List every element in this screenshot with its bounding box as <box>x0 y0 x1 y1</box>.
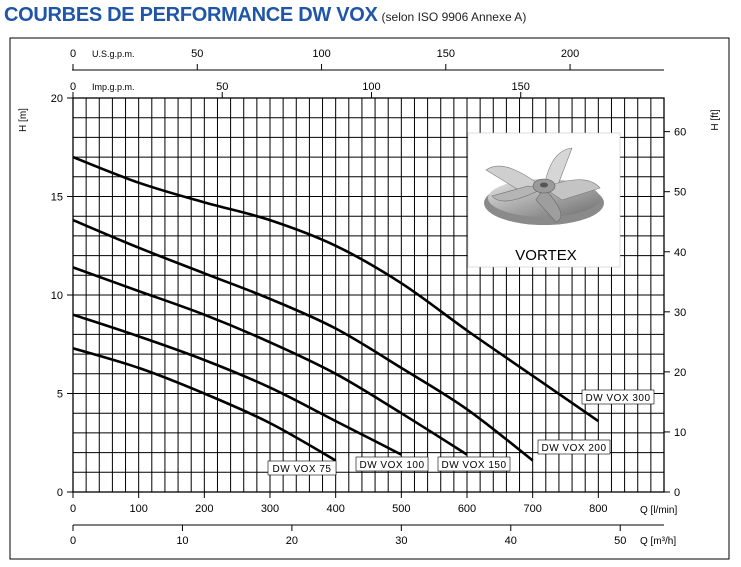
x-lpm-tick-label: 600 <box>458 503 476 515</box>
series-line-2 <box>72 266 468 456</box>
x-usgpm-tick-label: 50 <box>191 48 203 60</box>
x-lpm-tick-label: 200 <box>195 503 213 515</box>
x-m3h-tick-label: 20 <box>286 535 298 547</box>
y-left-tick-label: 0 <box>57 487 63 499</box>
x-usgpm-tick-label: 100 <box>312 48 330 60</box>
series-label-vox200: DW VOX 200 <box>541 443 606 454</box>
vortex-label: VORTEX <box>515 247 576 264</box>
series-label-vox100: DW VOX 100 <box>359 460 424 471</box>
series-label-vox75: DW VOX 75 <box>273 464 332 475</box>
x-lpm-tick-label: 400 <box>326 503 344 515</box>
label-box-vox150 <box>437 456 511 472</box>
x-m3h-tick-label: 10 <box>176 535 188 547</box>
x-lpm-tick-label: 500 <box>392 503 410 515</box>
x-impgpm-tick-label: 150 <box>512 81 530 93</box>
x-impgpm-tick-label: 0 <box>70 81 76 93</box>
x-lpm-tick-label: 300 <box>261 503 279 515</box>
y-left-tick-label: 15 <box>51 192 63 204</box>
x-impgpm-tick-label: 100 <box>362 81 380 93</box>
series-line-0 <box>72 346 337 462</box>
usgpm-axis-label: U.S.g.p.m. <box>92 49 135 59</box>
x-m3h-tick-label: 0 <box>70 535 76 547</box>
y-left-tick-label: 5 <box>57 389 63 401</box>
x-lpm-tick-label: 800 <box>589 503 607 515</box>
x-m3h-tick-label: 40 <box>505 535 517 547</box>
x-m3h-tick-label: 50 <box>614 535 626 547</box>
curve-labels: DW VOX 75 DW VOX 100 DW VOX 150 DW VOX 2… <box>267 389 655 476</box>
x-lpm-tick-label: 700 <box>523 503 541 515</box>
impgpm-axis-label: Imp.g.p.m. <box>92 82 135 92</box>
x-lpm-axis-label: Q [l/min] <box>640 505 677 516</box>
y-right-tick-label: 40 <box>674 247 686 259</box>
x-usgpm-tick-label: 200 <box>561 48 579 60</box>
label-box-vox300 <box>581 389 655 405</box>
y-left-tick-label: 10 <box>51 290 63 302</box>
y-right-axis-label: H [ft] <box>710 109 721 130</box>
chart-title-block: COURBES DE PERFORMANCE DW VOX (selon ISO … <box>4 4 526 27</box>
chart-subtitle: (selon ISO 9906 Annexe A) <box>381 10 527 24</box>
x-lpm-tick-label: 0 <box>70 503 76 515</box>
y-right-tick-label: 20 <box>674 367 686 379</box>
y-right-tick-label: 30 <box>674 307 686 319</box>
series-line-4 <box>72 155 600 423</box>
series-line-1 <box>72 313 402 456</box>
chart-title: COURBES DE PERFORMANCE DW VOX <box>4 4 378 26</box>
y-right-tick-label: 60 <box>674 127 686 139</box>
x-impgpm-tick-label: 50 <box>216 81 228 93</box>
label-box-vox75 <box>267 460 337 476</box>
top-flow-scales: U.S.g.p.m. Imp.g.p.m. 0 50 100 150 200 0 50 100… <box>70 48 664 99</box>
series-label-vox300: DW VOX 300 <box>585 393 650 404</box>
outer-frame <box>9 37 730 560</box>
vortex-impeller-illustration: VORTEX <box>467 132 621 268</box>
x-usgpm-tick-label: 0 <box>70 48 76 60</box>
y-right-tick-label: 0 <box>674 487 680 499</box>
y-right-tick-label: 10 <box>674 427 686 439</box>
label-box-vox100 <box>355 456 429 472</box>
x-usgpm-tick-label: 150 <box>437 48 455 60</box>
performance-curves <box>72 155 600 462</box>
series-label-vox150: DW VOX 150 <box>441 460 506 471</box>
y-left-axis-label: H [m] <box>18 108 29 132</box>
y-right-tick-label: 50 <box>674 187 686 199</box>
y-left-tick-label: 20 <box>51 93 63 105</box>
label-box-vox200 <box>537 439 611 455</box>
impeller-icon <box>484 147 604 225</box>
x-lpm-tick-label: 100 <box>129 503 147 515</box>
x-m3h-axis-label: Q [m³/h] <box>640 536 676 547</box>
x-m3h-tick-label: 30 <box>395 535 407 547</box>
series-line-3 <box>72 218 534 462</box>
